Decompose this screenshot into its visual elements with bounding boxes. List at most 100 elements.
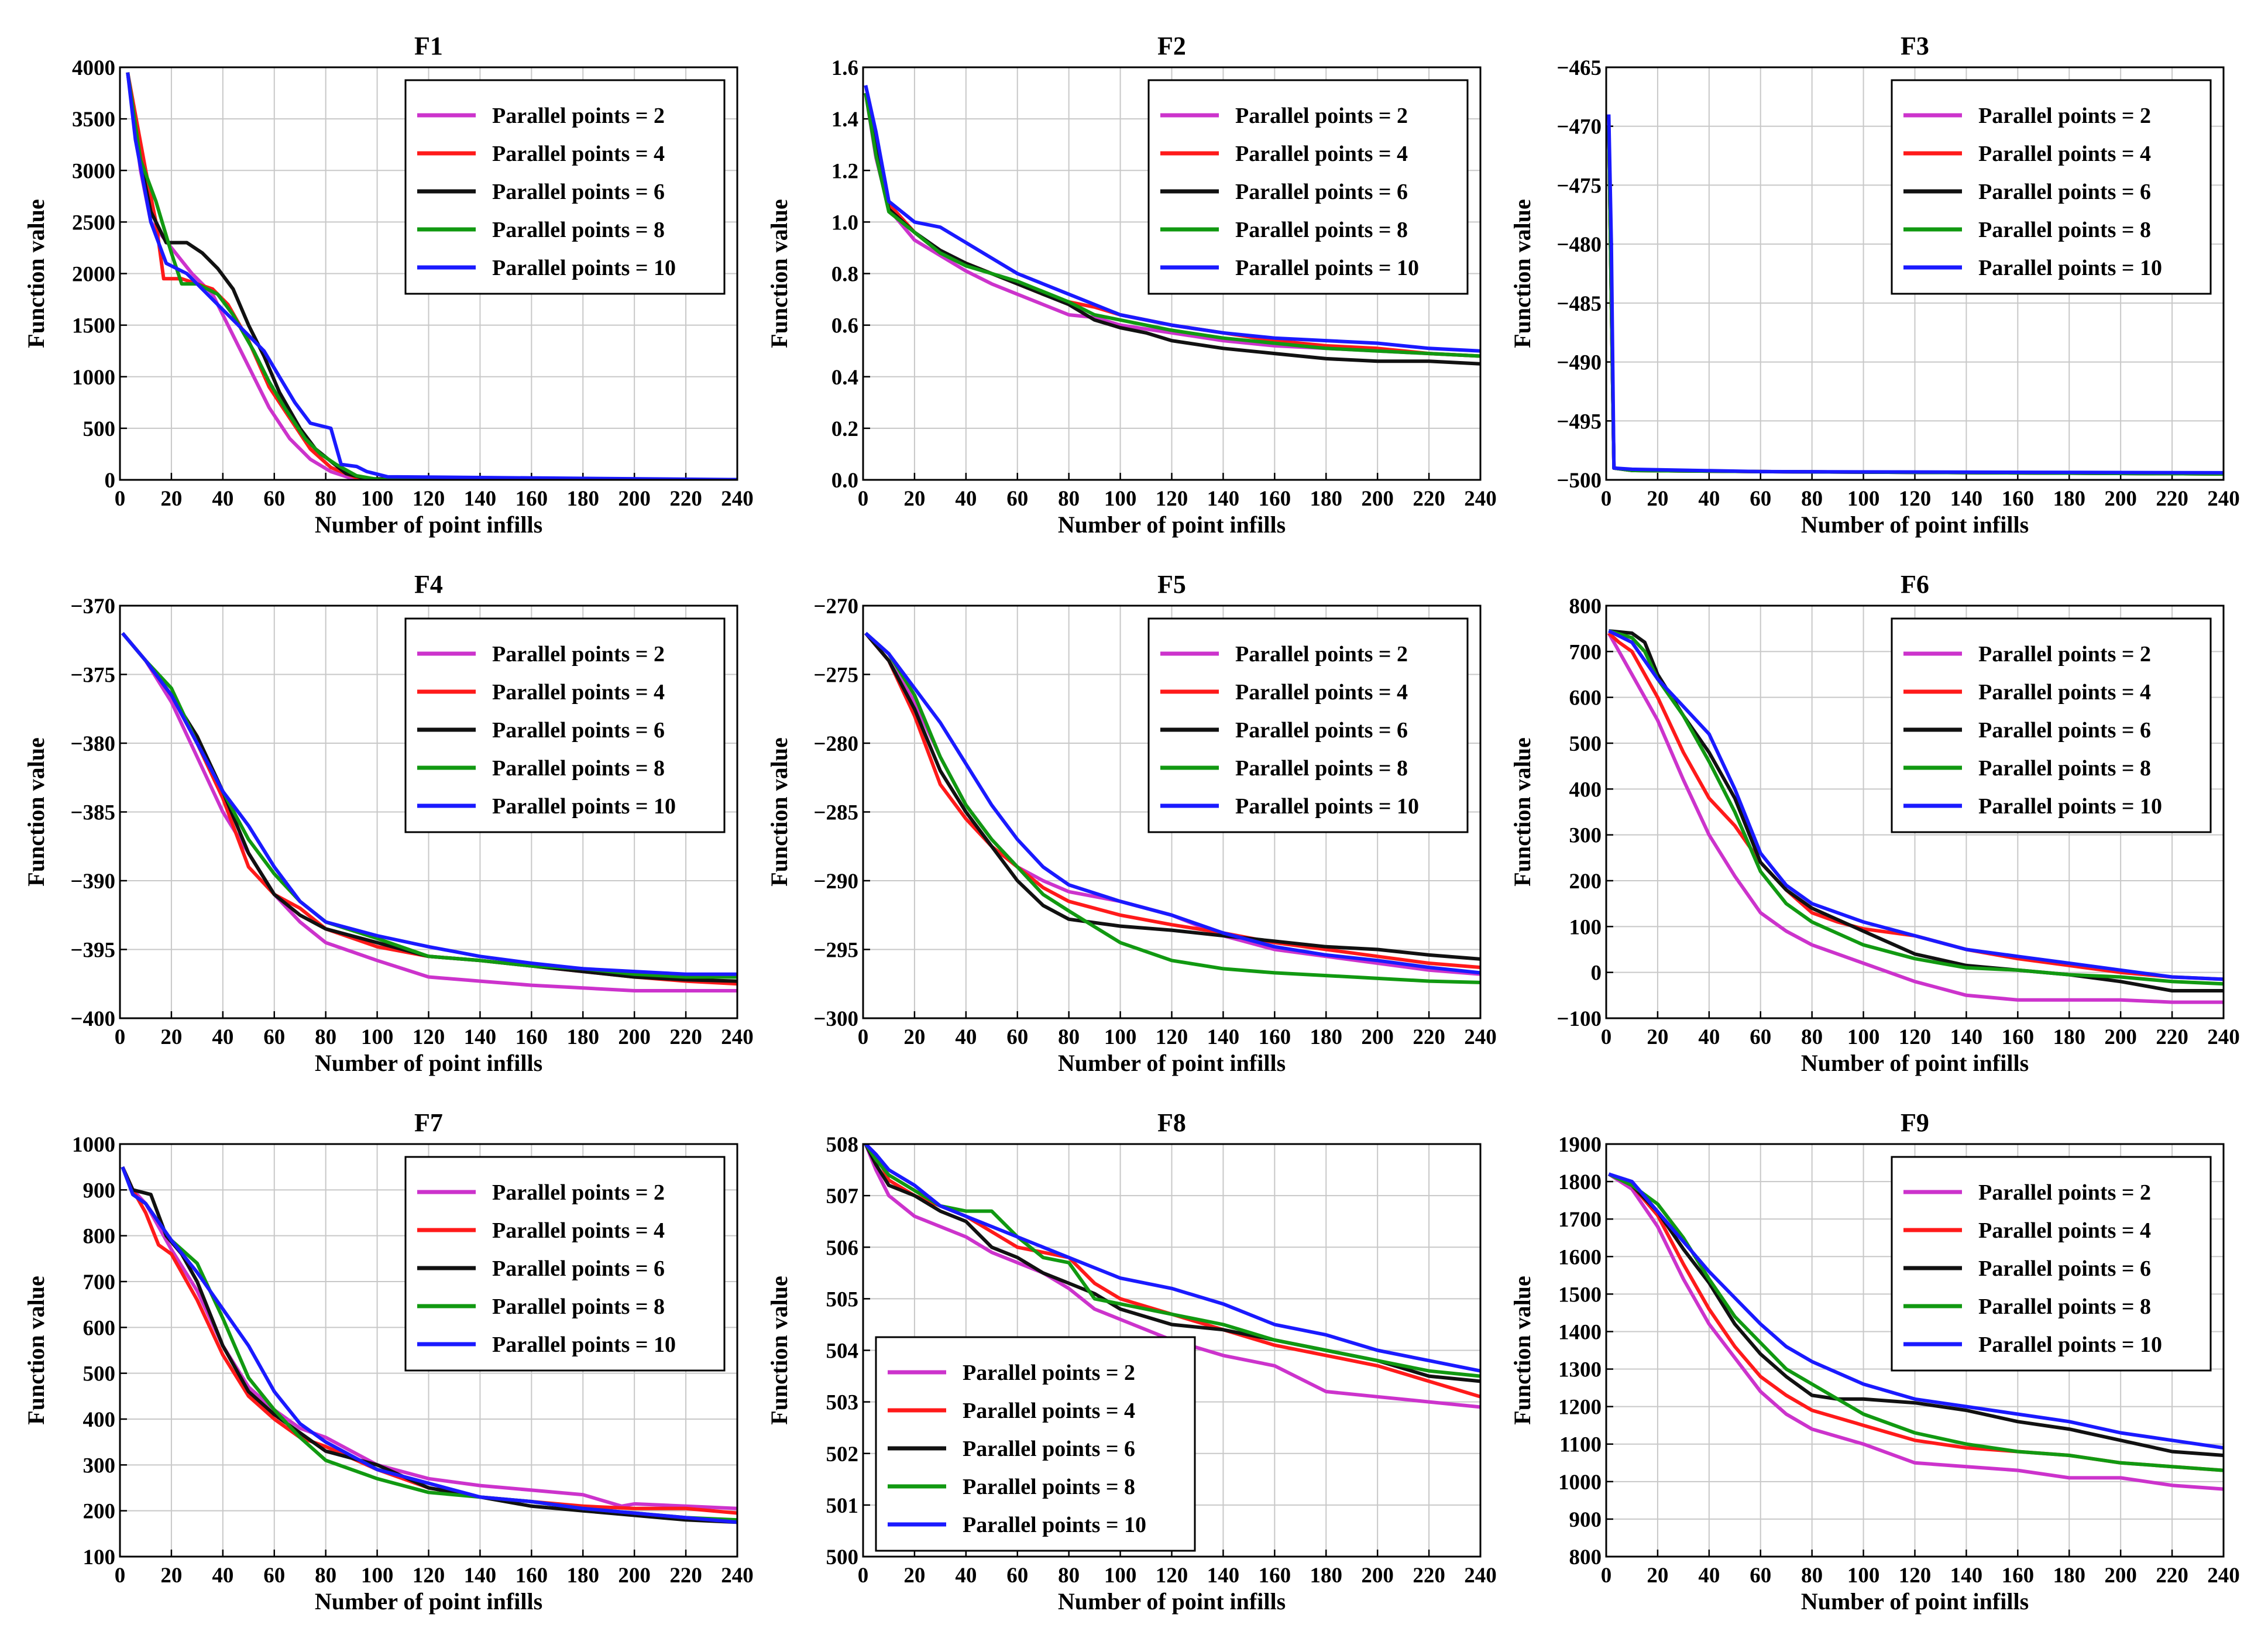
- plot-frame: [119, 605, 738, 1019]
- x-tick-label: 180: [2053, 1564, 2086, 1588]
- y-tick-label: −280: [813, 732, 858, 756]
- x-tick-label: 180: [1310, 1025, 1343, 1049]
- series-line-p2: [121, 632, 737, 992]
- y-tick-label: 800: [1569, 1545, 1602, 1569]
- y-tick-label: −295: [813, 939, 858, 963]
- y-tick-label: −470: [1556, 115, 1602, 139]
- x-tick-label: 60: [263, 1025, 285, 1049]
- x-tick-label: 120: [1156, 1025, 1188, 1049]
- chart-f8: 0 20 40 60 80 100 120 140 160 180 200 220 240 500 501 5…: [766, 1108, 1497, 1615]
- x-tick-label: 0: [115, 487, 126, 511]
- series-group: [864, 85, 1480, 366]
- x-tick-label: 0: [1601, 1564, 1612, 1588]
- x-tick-label: 20: [903, 1564, 925, 1588]
- x-tick-label: 80: [315, 1025, 336, 1049]
- x-axis-label: Number of point infills: [1801, 511, 2029, 538]
- legend-label: Parallel points = 2: [1235, 104, 1408, 128]
- legend-label: Parallel points = 10: [1978, 794, 2162, 819]
- x-tick-label: 240: [2207, 1564, 2240, 1588]
- x-tick-label: 120: [413, 487, 445, 511]
- legend-label: Parallel points = 2: [963, 1361, 1135, 1385]
- y-tick-label: −495: [1556, 410, 1602, 434]
- legend: Parallel points = 2 Parallel points = 4 Pa…: [1891, 1156, 2212, 1372]
- x-tick-label: 40: [955, 1025, 977, 1049]
- legend: Parallel points = 2 Parallel points = 4 Pa…: [404, 1156, 726, 1372]
- y-axis-label: Function value: [766, 1276, 792, 1424]
- y-tick-label: −485: [1556, 292, 1602, 316]
- legend-label: Parallel points = 4: [1978, 1218, 2151, 1243]
- legend: Parallel points = 2 Parallel points = 4 Pa…: [875, 1336, 1196, 1552]
- legend: Parallel points = 2 Parallel points = 4 Pa…: [1147, 79, 1469, 295]
- x-tick-label: 240: [1464, 1025, 1497, 1049]
- chart-title: F9: [1901, 1108, 1929, 1137]
- series-line-p10: [864, 631, 1480, 975]
- legend-label: Parallel points = 10: [492, 1332, 676, 1357]
- y-tick-label: 1300: [1558, 1358, 1602, 1382]
- legend-label: Parallel points = 8: [492, 218, 665, 242]
- y-tick-label: −385: [70, 801, 115, 825]
- x-tick-label: 160: [516, 1564, 548, 1588]
- y-tick-label: 500: [826, 1545, 859, 1569]
- y-tick-label: −475: [1556, 174, 1602, 198]
- legend-label: Parallel points = 6: [963, 1437, 1135, 1461]
- x-tick-label: 200: [1361, 1564, 1394, 1588]
- legend-label: Parallel points = 8: [1235, 218, 1408, 242]
- y-tick-label: 1100: [1559, 1433, 1602, 1457]
- y-tick-label: 500: [1569, 732, 1602, 756]
- y-tick-label: 0.8: [831, 263, 858, 287]
- x-tick-label: 40: [212, 1564, 233, 1588]
- x-tick-label: 140: [464, 1025, 497, 1049]
- x-tick-label: 220: [2156, 1025, 2188, 1049]
- x-tick-label: 160: [516, 487, 548, 511]
- y-axis-label: Function value: [766, 737, 792, 886]
- x-tick-label: 80: [1058, 487, 1080, 511]
- x-tick-label: 200: [618, 1564, 651, 1588]
- x-tick-label: 80: [315, 487, 336, 511]
- x-tick-label: 160: [2002, 487, 2035, 511]
- x-tick-label: 240: [721, 1564, 754, 1588]
- legend-label: Parallel points = 10: [963, 1513, 1146, 1537]
- x-tick-label: 100: [361, 1025, 394, 1049]
- series-line-p8: [864, 1144, 1480, 1378]
- y-tick-label: 1.2: [831, 159, 858, 183]
- series-line-p6: [864, 632, 1480, 961]
- y-tick-label: 300: [1569, 824, 1602, 848]
- x-axis-label: Number of point infills: [315, 1588, 542, 1615]
- x-tick-label: 160: [516, 1025, 548, 1049]
- y-tick-label: 1.4: [831, 108, 858, 132]
- series-line-p4: [864, 632, 1480, 970]
- x-tick-label: 240: [721, 1025, 754, 1049]
- x-tick-label: 180: [1310, 487, 1343, 511]
- plot-frame: [1605, 605, 2225, 1019]
- series-group: [864, 631, 1480, 984]
- y-tick-label: 1500: [1558, 1283, 1602, 1307]
- y-tick-label: 505: [826, 1287, 859, 1311]
- x-tick-label: 180: [567, 1564, 600, 1588]
- x-tick-label: 140: [1207, 487, 1240, 511]
- x-tick-label: 100: [1104, 1564, 1137, 1588]
- legend-label: Parallel points = 4: [1978, 680, 2151, 705]
- y-tick-label: 0.6: [831, 314, 858, 338]
- x-axis-label: Number of point infills: [1801, 1588, 2029, 1615]
- x-tick-label: 160: [2002, 1025, 2035, 1049]
- y-tick-label: 900: [83, 1179, 116, 1203]
- x-tick-label: 120: [1899, 487, 1932, 511]
- legend-label: Parallel points = 10: [1978, 1332, 2162, 1357]
- legend-label: Parallel points = 6: [1978, 718, 2151, 743]
- x-tick-label: 160: [2002, 1564, 2035, 1588]
- x-tick-label: 200: [1361, 487, 1394, 511]
- chart-f7: 0 20 40 60 80 100 120 140 160 180 200 220 240 100 200 3…: [23, 1108, 754, 1615]
- legend-label: Parallel points = 8: [492, 1294, 665, 1319]
- x-tick-label: 0: [858, 487, 869, 511]
- y-tick-label: 500: [83, 417, 116, 441]
- y-tick-label: −285: [813, 801, 858, 825]
- chart-title: F1: [414, 32, 443, 60]
- x-tick-label: 160: [1259, 1564, 1291, 1588]
- chart-f9: 0 20 40 60 80 100 120 140 160 180 200 220 240 800 900 1…: [1509, 1108, 2240, 1615]
- y-tick-label: 2000: [72, 263, 115, 287]
- y-axis-label: Function value: [23, 199, 49, 348]
- legend-label: Parallel points = 10: [492, 794, 676, 819]
- x-tick-label: 220: [1413, 487, 1445, 511]
- x-tick-label: 220: [669, 1564, 702, 1588]
- y-tick-label: 0: [1591, 961, 1602, 985]
